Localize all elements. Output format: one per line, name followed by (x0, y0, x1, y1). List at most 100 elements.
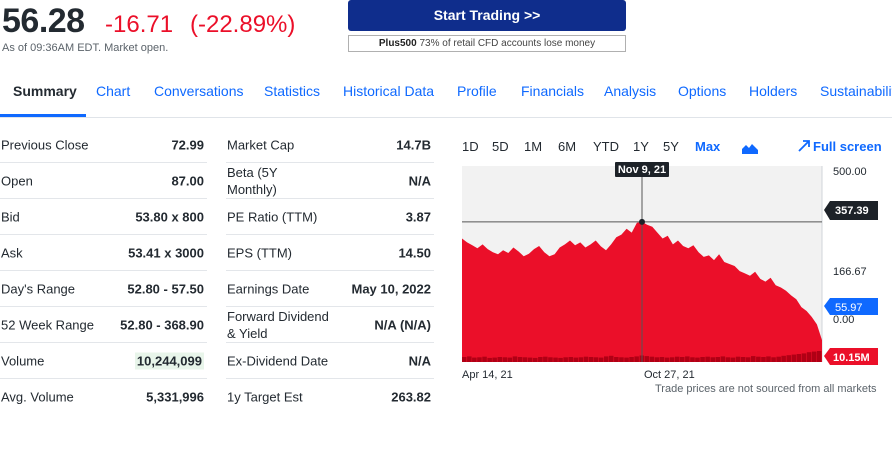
tab-statistics[interactable]: Statistics (264, 83, 321, 99)
tab-holders[interactable]: Holders (749, 83, 798, 99)
stat-value: 10,244,099 (134, 352, 204, 369)
tab-options[interactable]: Options (678, 83, 727, 99)
x-tick-oct: Oct 27, 21 (644, 369, 695, 381)
active-tab-indicator (0, 114, 86, 117)
volume-bar (614, 357, 619, 362)
range-6m[interactable]: 6M (558, 139, 577, 154)
volume-bar (497, 357, 502, 362)
volume-bar (649, 356, 655, 362)
crosshair-price-label: 357.39 (835, 205, 869, 217)
volume-bar (816, 351, 822, 362)
stat-row: Ex-Dividend Date N/A (226, 343, 434, 379)
stat-value: 14.7B (396, 137, 431, 152)
volume-badge (824, 348, 878, 365)
crosshair-date-label: Nov 9, 21 (618, 164, 666, 176)
stat-row: Avg. Volume 5,331,996 (0, 379, 207, 415)
volume-bar (527, 357, 533, 362)
stat-row: Market Cap 14.7B (226, 127, 434, 163)
volume-bar (543, 356, 548, 362)
volume-bar (685, 356, 690, 362)
range-1m[interactable]: 1M (524, 139, 543, 154)
volume-bar (690, 357, 695, 362)
stat-row: Open 87.00 (0, 163, 207, 199)
volume-bar (512, 356, 518, 362)
volume-bar (806, 352, 812, 362)
volume-bar (482, 356, 487, 362)
stat-row: Beta (5Y Monthly) N/A (226, 163, 434, 199)
range-max[interactable]: Max (695, 139, 721, 154)
stat-label: Earnings Date (227, 281, 310, 296)
crosshair-date-box (615, 162, 669, 177)
stat-label: Beta (5Y Monthly) (227, 164, 278, 197)
volume-bar (609, 355, 614, 362)
tab-conversations[interactable]: Conversations (154, 83, 244, 99)
full-screen-link[interactable]: Full screen (798, 139, 882, 154)
volume-bar (791, 354, 797, 362)
stat-row: Volume 10,244,099 (0, 343, 207, 379)
volume-bar (522, 357, 528, 362)
start-trading-button[interactable]: Start Trading >> (348, 0, 626, 31)
volume-bar (720, 356, 726, 362)
x-tick-apr: Apr 14, 21 (462, 369, 513, 381)
stat-label: Ask (1, 245, 23, 260)
volume-bar (629, 357, 634, 362)
range-ytd[interactable]: YTD (593, 139, 619, 154)
volume-bar (634, 356, 639, 362)
ad-disclaimer-text: 73% of retail CFD accounts lose money (419, 38, 596, 49)
y-tick-500: 500.00 (833, 166, 867, 178)
tab-financials[interactable]: Financials (521, 83, 585, 99)
volume-bar (751, 356, 756, 362)
volume-bar (669, 357, 675, 362)
volume-bar (588, 357, 594, 362)
stat-row: Day's Range 52.80 - 57.50 (0, 271, 207, 307)
volume-bar (553, 357, 558, 362)
price-change-percent: (-22.89%) (190, 11, 296, 38)
volume-bar (786, 355, 791, 362)
range-5y[interactable]: 5Y (663, 139, 679, 154)
mountain-chart-icon[interactable] (742, 141, 758, 159)
stat-row: Previous Close 72.99 (0, 127, 207, 163)
stat-value: May 10, 2022 (351, 281, 431, 296)
stat-row: Bid 53.80 x 800 (0, 199, 207, 235)
tab-chart[interactable]: Chart (96, 83, 131, 99)
stat-row: Forward Dividend & Yield N/A (N/A) (226, 307, 434, 343)
stat-row: 1y Target Est 263.82 (226, 379, 434, 415)
tab-sustainability[interactable]: Sustainability (820, 83, 892, 99)
volume-bar (715, 357, 720, 362)
tab-profile[interactable]: Profile (457, 83, 497, 99)
stat-value: 5,331,996 (146, 389, 204, 405)
volume-bar (710, 357, 715, 362)
volume-bar (761, 357, 766, 362)
volume-bar (533, 357, 538, 362)
volume-bar (811, 351, 817, 362)
tab-summary[interactable]: Summary (13, 83, 77, 99)
range-1d[interactable]: 1D (462, 139, 479, 154)
range-1y[interactable]: 1Y (633, 139, 649, 154)
volume-bar (593, 357, 599, 362)
stat-value: 14.50 (398, 245, 431, 260)
ad-disclaimer[interactable]: Plus500 73% of retail CFD accounts lose … (348, 35, 626, 52)
range-5d[interactable]: 5D (492, 139, 509, 154)
volume-bar (700, 357, 705, 362)
volume-bar (796, 354, 802, 362)
stat-label: Avg. Volume (1, 389, 74, 405)
stat-label: Volume (1, 353, 45, 368)
volume-bar (624, 357, 629, 362)
volume-bar (771, 357, 776, 362)
volume-bar (740, 357, 746, 362)
stat-row: PE Ratio (TTM) 3.87 (226, 199, 434, 235)
stat-value: 3.87 (405, 209, 431, 224)
stat-label: PE Ratio (TTM) (227, 209, 318, 224)
tab-historical-data[interactable]: Historical Data (343, 83, 435, 99)
volume-bar (538, 357, 543, 362)
stat-value: 263.82 (391, 389, 431, 405)
crosshair-dot (639, 218, 645, 225)
volume-bar (680, 357, 685, 362)
volume-bar (659, 357, 665, 362)
stat-value: 53.41 x 3000 (128, 245, 204, 260)
volume-bar (598, 357, 604, 362)
tab-analysis[interactable]: Analysis (604, 83, 657, 99)
volume-label: 10.15M (833, 352, 870, 364)
stat-row: Ask 53.41 x 3000 (0, 235, 207, 271)
